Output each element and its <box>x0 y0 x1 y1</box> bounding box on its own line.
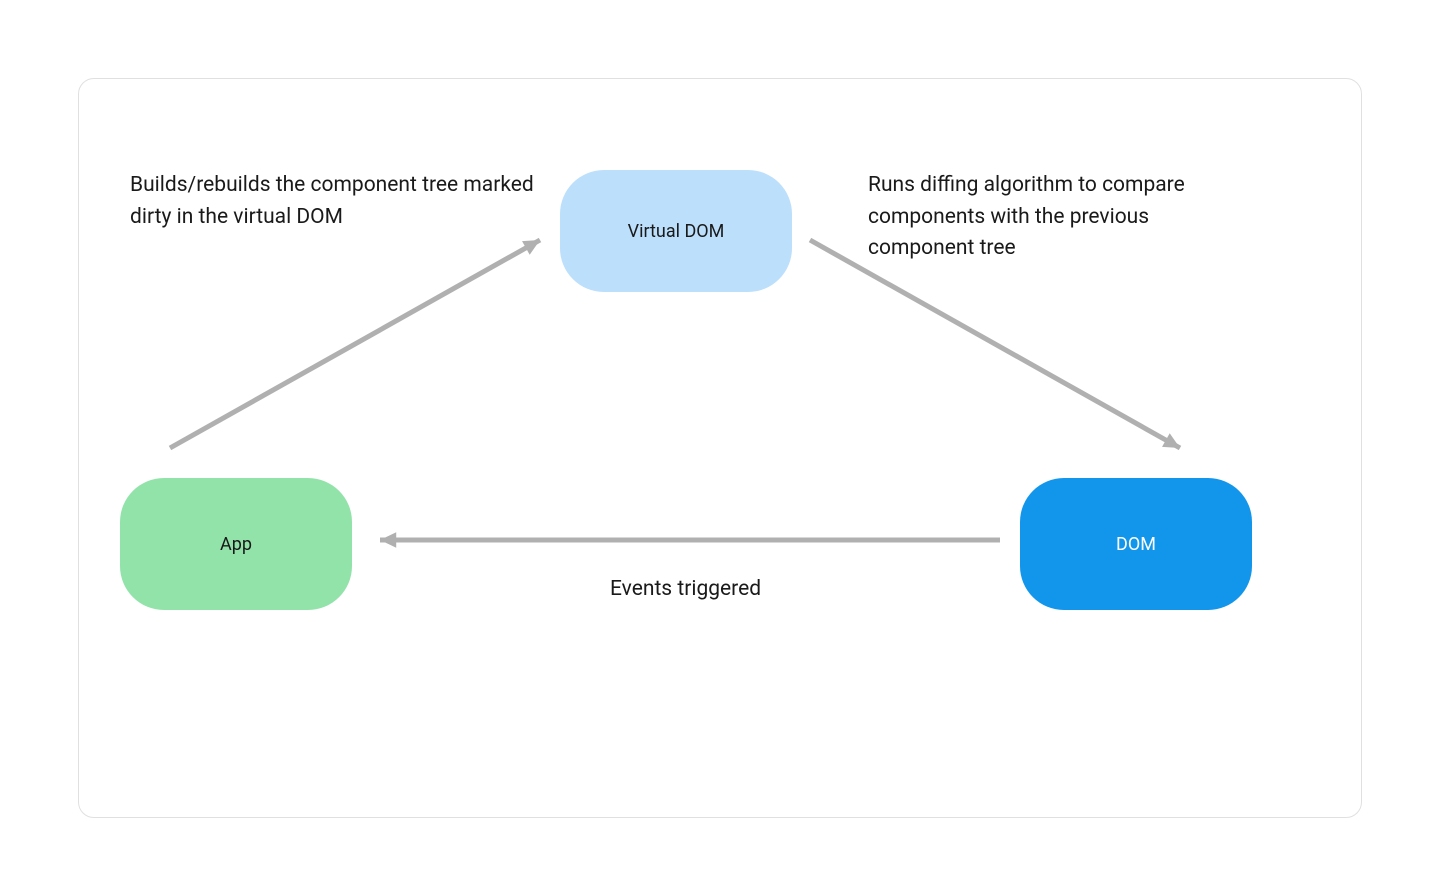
label-build: Builds/rebuilds the component tree marke… <box>130 170 550 233</box>
node-label-dom: DOM <box>1116 534 1156 555</box>
node-virtual-dom: Virtual DOM <box>560 170 792 292</box>
node-dom: DOM <box>1020 478 1252 610</box>
node-label-app: App <box>220 534 252 555</box>
label-diff: Runs diffing algorithm to compare compon… <box>868 170 1248 265</box>
label-events: Events triggered <box>610 574 810 606</box>
node-label-virtual-dom: Virtual DOM <box>628 221 725 242</box>
node-app: App <box>120 478 352 610</box>
